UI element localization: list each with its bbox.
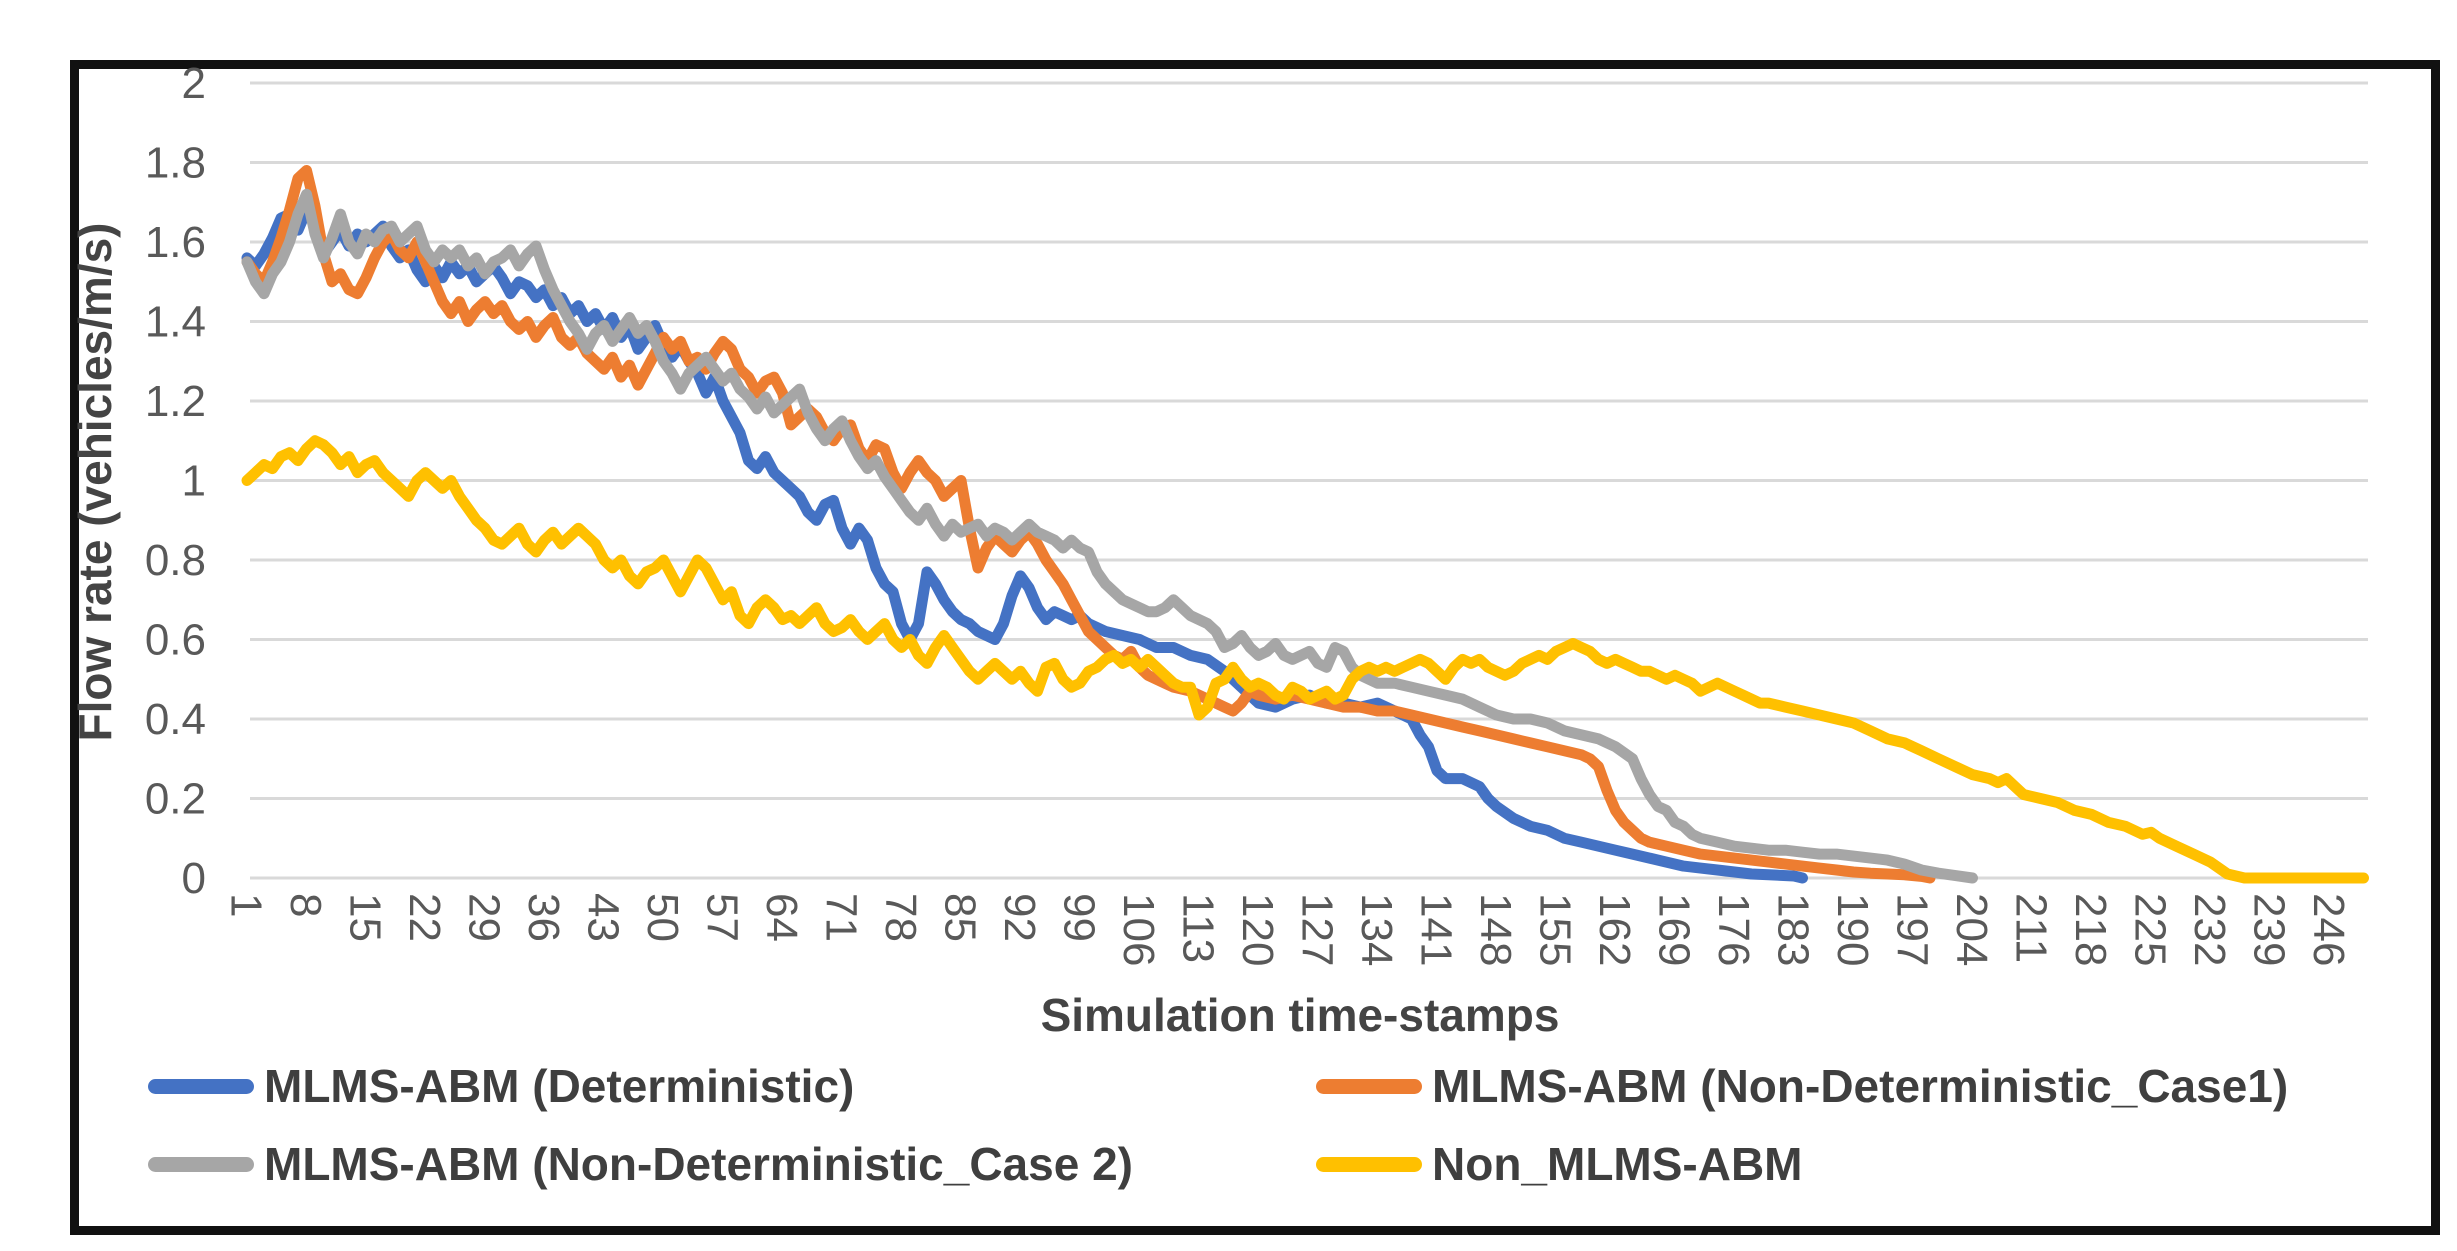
- x-tick-label: 113: [1174, 893, 1223, 963]
- x-tick-label: 162: [1590, 893, 1639, 966]
- x-tick-label: 50: [638, 893, 687, 942]
- legend-item-deterministic: MLMS-ABM (Deterministic): [148, 1060, 855, 1112]
- x-tick-label: 225: [2126, 893, 2175, 966]
- x-tick-label: 92: [995, 893, 1044, 942]
- x-tick-label: 190: [1828, 893, 1877, 966]
- x-tick-label: 183: [1769, 893, 1818, 966]
- x-tick-label: 8: [281, 893, 330, 917]
- y-tick-label: 2: [182, 59, 206, 108]
- legend-line-marker-yellow-icon: [1316, 1156, 1422, 1172]
- legend-line-marker-gray-icon: [148, 1156, 254, 1172]
- y-axis-title: Flow rate (vehicles/m/s): [69, 222, 121, 742]
- x-tick-label: 99: [1055, 893, 1104, 942]
- x-tick-label: 204: [1947, 893, 1996, 966]
- series-line-mlms-abm-non-deterministic-case-2-: [241, 188, 1978, 884]
- x-axis-title: Simulation time-stamps: [1040, 989, 1560, 1041]
- y-tick-label: 1: [182, 456, 206, 505]
- legend-item-non-mlms-abm: Non_MLMS-ABM: [1316, 1138, 1803, 1190]
- x-tick-label: 120: [1233, 893, 1282, 966]
- x-tick-label: 127: [1293, 893, 1342, 966]
- x-tick-label: 211: [2007, 893, 2056, 963]
- legend-line-marker-orange-icon: [1316, 1078, 1422, 1094]
- legend-label: Non_MLMS-ABM: [1432, 1138, 1803, 1190]
- x-tick-label: 22: [400, 893, 449, 942]
- x-tick-label: 57: [698, 893, 747, 942]
- legend-label: MLMS-ABM (Deterministic): [264, 1060, 855, 1112]
- x-tick-label: 64: [757, 893, 806, 942]
- x-tick-label: 197: [1888, 893, 1937, 966]
- x-tick-label: 36: [519, 893, 568, 942]
- series-line-non-mlms-abm: [241, 435, 2369, 884]
- legend-line-marker-blue-icon: [148, 1078, 254, 1094]
- y-tick-label: 1.8: [145, 138, 206, 187]
- x-tick-label: 232: [2185, 893, 2234, 966]
- x-tick-label: 15: [341, 893, 390, 942]
- x-tick-label: 141: [1412, 893, 1461, 966]
- x-tick-label: 106: [1114, 893, 1163, 966]
- y-tick-label: 0.2: [145, 774, 206, 823]
- x-tick-label: 148: [1471, 893, 1520, 966]
- legend-item-non-deterministic-case1: MLMS-ABM (Non-Deterministic_Case1): [1316, 1060, 2289, 1112]
- x-tick-label: 78: [876, 893, 925, 942]
- y-tick-label: 1.4: [145, 297, 206, 346]
- x-tick-label: 169: [1650, 893, 1699, 966]
- y-tick-label: 0.6: [145, 615, 206, 664]
- series-line-mlms-abm-non-deterministic-case1-: [241, 165, 1936, 884]
- x-tick-label: 43: [579, 893, 628, 942]
- legend-label: MLMS-ABM (Non-Deterministic_Case 2): [264, 1138, 1133, 1190]
- x-tick-label: 71: [817, 893, 866, 942]
- x-tick-label: 176: [1709, 893, 1758, 966]
- y-tick-label: 0.8: [145, 536, 206, 585]
- x-tick-label: 1: [222, 893, 271, 917]
- y-tick-label: 1.2: [145, 377, 206, 426]
- x-tick-label: 85: [936, 893, 985, 942]
- y-tick-label: 1.6: [145, 218, 206, 267]
- y-tick-label: 0: [182, 854, 206, 903]
- legend-item-non-deterministic-case2: MLMS-ABM (Non-Deterministic_Case 2): [148, 1138, 1133, 1190]
- x-tick-label: 134: [1352, 893, 1401, 966]
- x-tick-label: 218: [2066, 893, 2115, 966]
- legend-label: MLMS-ABM (Non-Deterministic_Case1): [1432, 1060, 2289, 1112]
- x-tick-label: 29: [460, 893, 509, 942]
- x-tick-label: 155: [1531, 893, 1580, 966]
- x-tick-label: 239: [2245, 893, 2294, 966]
- y-tick-label: 0.4: [145, 695, 206, 744]
- x-tick-label: 246: [2304, 893, 2353, 966]
